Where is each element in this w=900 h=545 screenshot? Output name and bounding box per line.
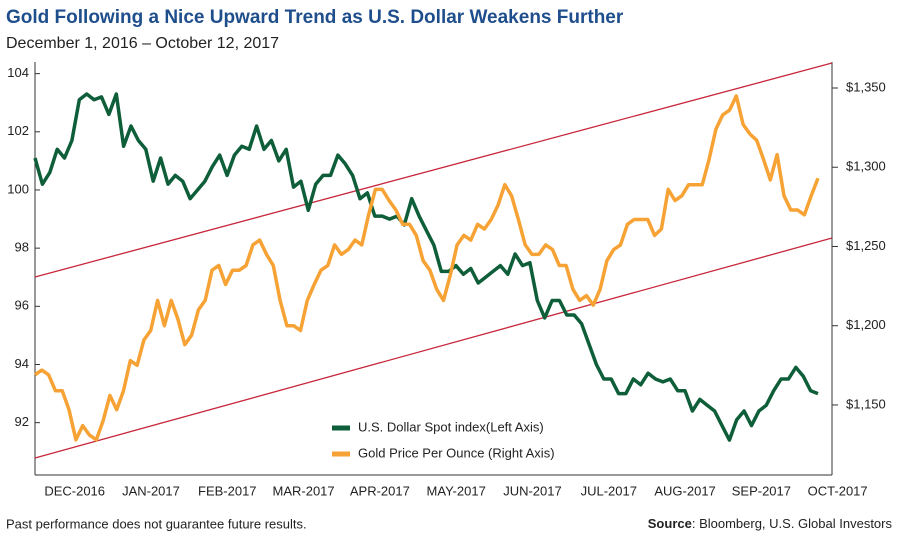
- y-tick-label: 100: [7, 181, 29, 196]
- y2-tick-label: $1,300: [846, 159, 886, 174]
- y-tick-label: 96: [15, 298, 29, 313]
- x-tick-label: JUL-2017: [581, 483, 637, 498]
- y2-tick-label: $1,150: [846, 396, 886, 411]
- chart-title: Gold Following a Nice Upward Trend as U.…: [6, 7, 624, 28]
- x-tick-label: AUG-2017: [654, 483, 715, 498]
- y2-tick-label: $1,250: [846, 238, 886, 253]
- y-tick-label: 102: [7, 123, 29, 138]
- x-tick-label: MAY-2017: [427, 483, 486, 498]
- x-tick-label: MAR-2017: [273, 483, 335, 498]
- legend-label: Gold Price Per Ounce (Right Axis): [358, 445, 555, 460]
- y-tick-label: 98: [15, 240, 29, 255]
- x-tick-label: SEP-2017: [732, 483, 791, 498]
- y2-tick-label: $1,200: [846, 317, 886, 332]
- x-tick-label: JAN-2017: [122, 483, 180, 498]
- legend-label: U.S. Dollar Spot index(Left Axis): [358, 419, 544, 434]
- chart-subtitle: December 1, 2016 – October 12, 2017: [6, 35, 279, 52]
- x-tick-label: APR-2017: [350, 483, 410, 498]
- source: Source: Bloomberg, U.S. Global Investors: [648, 516, 893, 531]
- series-line: [34, 94, 820, 442]
- y-tick-label: 94: [15, 356, 29, 371]
- y2-tick-label: $1,350: [846, 79, 886, 94]
- series-line: [33, 92, 819, 442]
- source-text: : Bloomberg, U.S. Global Investors: [692, 516, 893, 531]
- y-tick-label: 104: [7, 65, 29, 80]
- trend-channel-lower: [34, 237, 833, 459]
- x-tick-label: OCT-2017: [808, 483, 868, 498]
- x-tick-label: FEB-2017: [198, 483, 257, 498]
- footnote: Past performance does not guarantee futu…: [6, 516, 307, 531]
- y-tick-label: 92: [15, 414, 29, 429]
- x-tick-label: JUN-2017: [503, 483, 562, 498]
- source-label: Source: [648, 516, 692, 531]
- trend-channel-upper: [34, 62, 833, 278]
- x-tick-label: DEC-2016: [44, 483, 105, 498]
